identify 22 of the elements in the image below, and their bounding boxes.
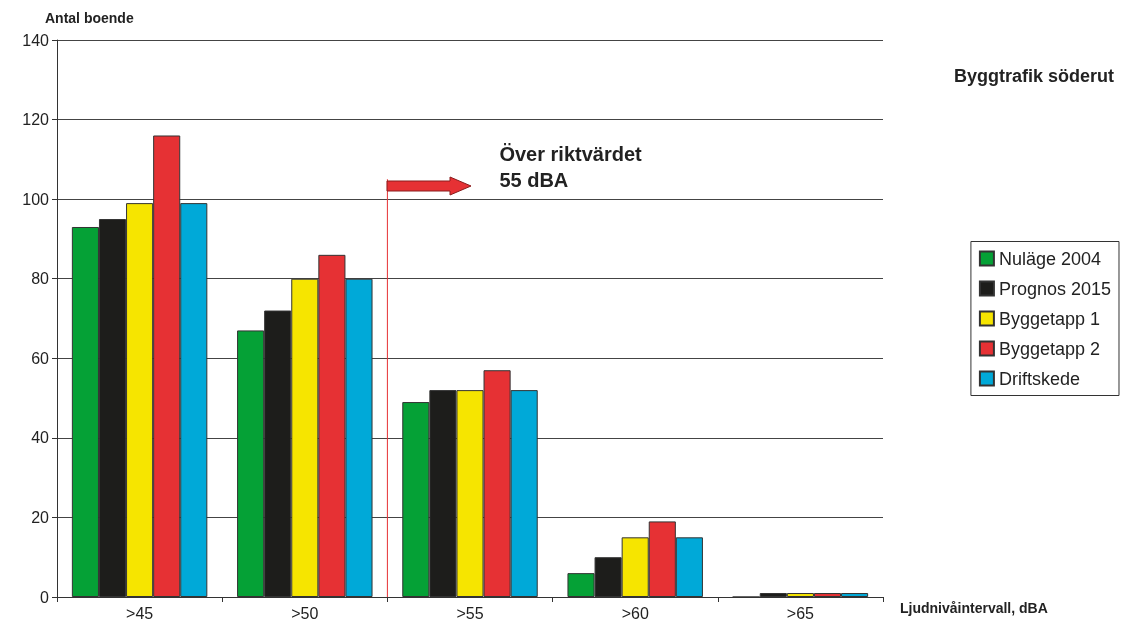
x-tick-label: >50 [291,604,319,622]
x-tick-label: >45 [126,604,154,622]
y-tick-label: 20 [31,508,50,526]
x-axis-title: Ljudnivåintervall, dBA [900,600,1048,616]
legend-label: Byggetapp 2 [998,338,1101,359]
legend-label: Driftskede [998,368,1080,389]
legend-label: Byggetapp 1 [998,308,1101,329]
x-tick-label: >65 [786,604,815,622]
x-tick-label: >55 [456,604,484,622]
legend-label: Prognos 2015 [998,278,1112,299]
y-tick-label: 140 [22,31,50,49]
y-axis-title: Antal boende [45,10,134,26]
legend-label: Nuläge 2004 [998,248,1102,269]
x-tick-label: >60 [621,604,649,622]
y-tick-label: 0 [40,588,50,606]
annotation: Över riktvärdet 55 dBA [499,143,643,192]
y-tick-label: 120 [22,111,50,129]
y-tick-label: 40 [31,429,50,447]
y-tick-label: 80 [31,270,50,288]
y-tick-label: 100 [22,190,50,208]
text: Byggtrafik söderut [953,66,1115,86]
y-tick-label: 60 [31,349,50,367]
